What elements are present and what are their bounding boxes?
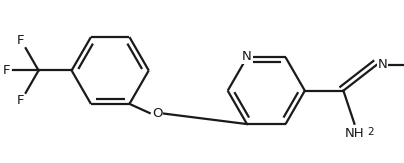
- Text: NH: NH: [345, 127, 364, 140]
- Text: F: F: [2, 64, 10, 77]
- Text: 2: 2: [367, 127, 373, 137]
- Text: O: O: [152, 107, 163, 120]
- Text: N: N: [242, 50, 252, 63]
- Text: F: F: [17, 94, 24, 107]
- Text: N: N: [377, 58, 387, 71]
- Text: F: F: [17, 34, 24, 47]
